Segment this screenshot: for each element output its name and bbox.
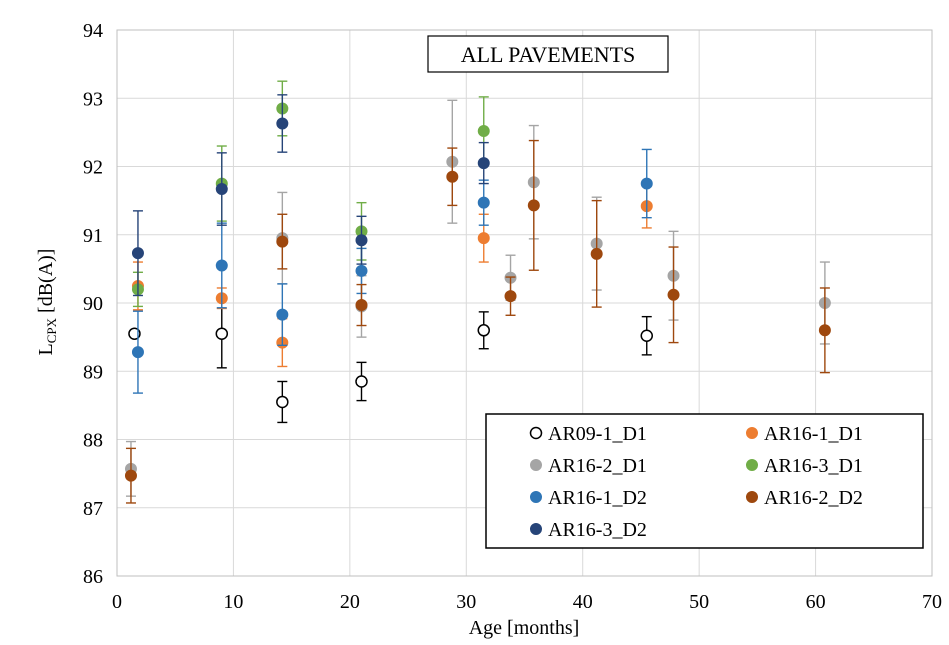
x-tick-label: 10 <box>223 591 243 613</box>
legend-marker <box>530 459 542 471</box>
y-axis-label-subscript: CPX <box>44 317 59 343</box>
y-tick-label: 92 <box>83 157 103 179</box>
data-point <box>128 327 141 340</box>
data-point <box>276 235 289 248</box>
data-point <box>355 264 368 277</box>
data-point <box>355 299 368 312</box>
data-point <box>477 157 490 170</box>
data-point <box>215 183 228 196</box>
legend-label: AR16-3_D2 <box>548 519 647 541</box>
data-point <box>667 288 680 301</box>
data-point <box>590 247 603 260</box>
x-tick-label: 50 <box>689 591 709 613</box>
data-point <box>477 196 490 209</box>
data-point <box>446 170 459 183</box>
data-point <box>276 308 289 321</box>
data-points <box>124 80 831 504</box>
x-tick-label: 20 <box>340 591 360 613</box>
x-tick-label: 60 <box>806 591 826 613</box>
legend-marker <box>529 426 543 440</box>
x-axis-ticks: 0 10 20 30 40 50 60 70 <box>112 591 942 613</box>
legend-label: AR16-3_D1 <box>764 455 863 477</box>
y-tick-label: 89 <box>83 361 103 383</box>
legend-marker <box>746 427 758 439</box>
legend-item: AR16-1_D2 <box>530 487 647 509</box>
plot-frame <box>116 29 933 577</box>
legend-label: AR09-1_D1 <box>548 423 647 445</box>
data-point <box>527 199 540 212</box>
data-point <box>477 324 490 337</box>
legend-item: AR16-1_D1 <box>746 423 863 445</box>
chart-title-box: ALL PAVEMENTS <box>427 35 669 73</box>
legend: AR09-1_D1 AR16-1_D1 AR16-2_D1 AR16-3_D1 AR16… <box>485 413 924 549</box>
data-point <box>640 329 653 343</box>
data-point <box>355 375 368 388</box>
legend-box <box>485 413 924 549</box>
legend-item: AR16-2_D1 <box>530 455 647 477</box>
legend-label: AR16-1_D2 <box>548 487 647 509</box>
data-point <box>355 234 368 247</box>
x-tick-label: 0 <box>112 591 122 613</box>
legend-item: AR16-2_D2 <box>746 487 863 509</box>
y-tick-label: 87 <box>83 498 103 520</box>
series-AR16-2_D2 <box>124 139 831 504</box>
legend-label: AR16-2_D1 <box>548 455 647 477</box>
data-point <box>276 395 289 409</box>
data-point <box>124 469 137 482</box>
y-tick-label: 88 <box>83 430 103 452</box>
legend-label: AR16-1_D1 <box>764 423 863 445</box>
x-axis-label: Age [months] <box>469 617 580 639</box>
data-point <box>131 346 144 359</box>
x-tick-label: 40 <box>573 591 593 613</box>
x-tick-label: 70 <box>922 591 942 613</box>
legend-label: AR16-2_D2 <box>764 487 863 509</box>
chart-title: ALL PAVEMENTS <box>461 42 636 67</box>
legend-marker <box>746 459 758 471</box>
y-tick-label: 90 <box>83 293 103 315</box>
data-point <box>477 232 490 245</box>
y-axis-label-main: L <box>35 343 57 355</box>
series-AR16-3_D2 <box>131 94 490 297</box>
data-point <box>131 247 144 260</box>
data-point <box>504 290 517 303</box>
legend-item: AR09-1_D1 <box>529 423 647 445</box>
data-point <box>215 327 229 340</box>
y-tick-label: 91 <box>83 225 103 247</box>
y-tick-label: 86 <box>83 566 103 588</box>
data-point <box>477 125 490 138</box>
x-tick-label: 30 <box>456 591 476 613</box>
y-tick-label: 93 <box>83 88 103 110</box>
legend-item: AR16-3_D2 <box>530 519 647 541</box>
data-point <box>215 259 228 272</box>
y-axis-label: LCPX [dB(A)] <box>35 249 59 356</box>
legend-marker <box>746 491 758 503</box>
series-AR16-1_D2 <box>131 148 653 394</box>
y-axis-label-unit: [dB(A)] <box>35 249 57 318</box>
y-tick-label: 94 <box>83 20 103 42</box>
data-point <box>640 177 653 190</box>
data-point <box>276 117 289 130</box>
y-axis-ticks: 86 87 88 89 90 91 92 93 94 <box>83 20 103 588</box>
legend-marker <box>530 491 542 503</box>
data-point <box>818 324 831 337</box>
legend-marker <box>530 523 542 535</box>
legend-item: AR16-3_D1 <box>746 455 863 477</box>
